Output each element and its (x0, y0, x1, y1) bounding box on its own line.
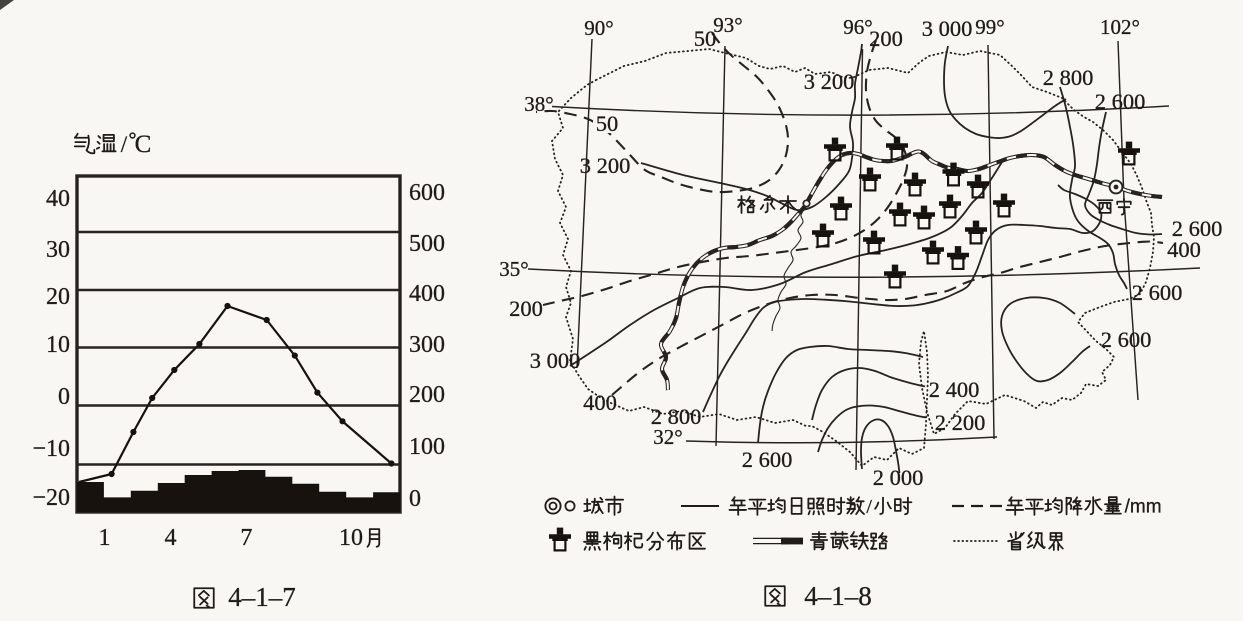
svg-text:400: 400 (409, 281, 445, 307)
svg-text:30: 30 (46, 237, 70, 263)
svg-text:38°: 38° (524, 92, 553, 116)
svg-text:40: 40 (46, 186, 70, 212)
svg-text:100: 100 (409, 434, 445, 460)
svg-text:4: 4 (165, 525, 177, 551)
svg-text:20: 20 (46, 284, 70, 310)
svg-text:90°: 90° (584, 16, 613, 40)
svg-text:4–1–7: 4–1–7 (228, 582, 296, 612)
svg-text:7: 7 (240, 525, 252, 551)
svg-text:2 600: 2 600 (1101, 327, 1152, 352)
svg-text:2 200: 2 200 (935, 410, 986, 435)
svg-text:/: / (866, 496, 872, 518)
svg-text:4–1–8: 4–1–8 (804, 581, 872, 611)
svg-text:2 600: 2 600 (742, 447, 793, 472)
svg-text:32°: 32° (653, 425, 682, 449)
svg-text:200: 200 (509, 296, 543, 321)
svg-text:2 800: 2 800 (651, 404, 702, 429)
svg-text:102°: 102° (1100, 15, 1140, 39)
svg-text:/mm: /mm (1125, 497, 1162, 518)
svg-text:3 200: 3 200 (804, 69, 855, 94)
svg-text:/: / (121, 132, 128, 157)
svg-text:0: 0 (409, 486, 421, 512)
svg-text:0: 0 (58, 384, 70, 410)
svg-text:200: 200 (869, 26, 903, 51)
svg-text:2 600: 2 600 (1095, 89, 1146, 114)
svg-text:2 400: 2 400 (929, 377, 980, 402)
svg-text:10: 10 (339, 525, 363, 551)
svg-text:50: 50 (596, 111, 619, 136)
svg-text:−20: −20 (32, 485, 70, 511)
svg-text:C: C (135, 131, 152, 158)
svg-text:200: 200 (409, 382, 445, 408)
svg-text:96°: 96° (843, 15, 872, 39)
svg-text:35°: 35° (499, 257, 528, 281)
svg-text:93°: 93° (713, 13, 742, 37)
svg-text:2 600: 2 600 (1172, 216, 1223, 241)
svg-text:3 200: 3 200 (580, 153, 631, 178)
svg-text:50: 50 (694, 26, 717, 51)
svg-text:99°: 99° (975, 15, 1004, 39)
svg-text:600: 600 (409, 180, 445, 206)
svg-text:2 000: 2 000 (873, 465, 924, 490)
svg-text:400: 400 (1167, 237, 1201, 262)
svg-text:2 800: 2 800 (1043, 65, 1094, 90)
svg-text:500: 500 (409, 231, 445, 257)
svg-text:2 600: 2 600 (1132, 280, 1183, 305)
svg-text:10: 10 (46, 332, 70, 358)
svg-text:1: 1 (99, 525, 111, 551)
svg-text:3 000: 3 000 (922, 16, 973, 41)
svg-text:400: 400 (583, 390, 617, 415)
svg-text:300: 300 (409, 332, 445, 358)
svg-text:3 000: 3 000 (530, 348, 581, 373)
svg-text:−10: −10 (32, 436, 70, 462)
